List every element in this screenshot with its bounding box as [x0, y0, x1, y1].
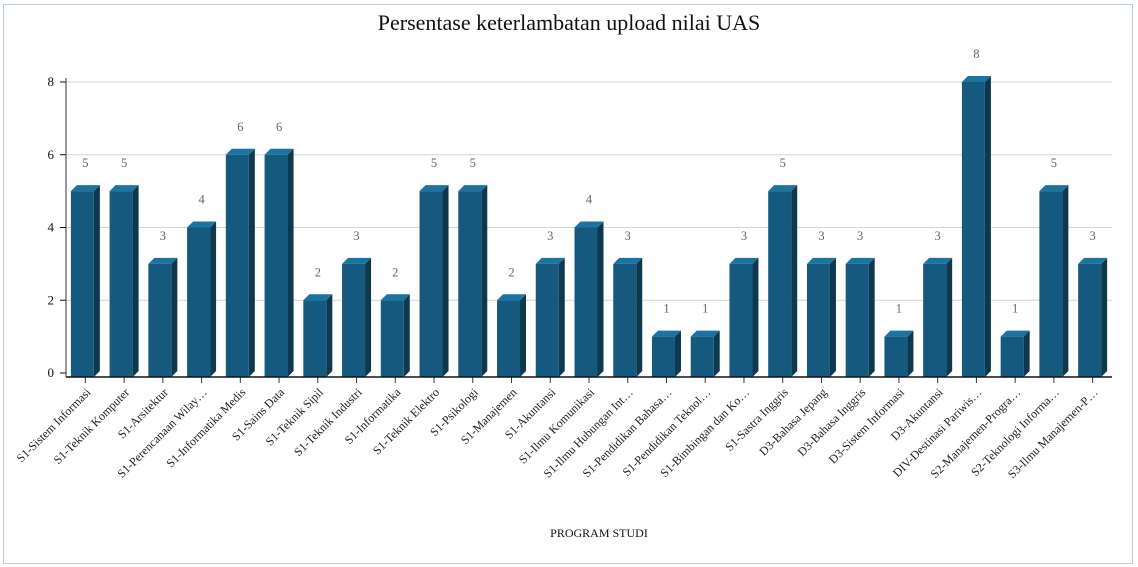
- y-tick-labels: 0 2 4 6 8: [48, 74, 55, 380]
- x-category-label: S1-Teknik Industri: [291, 385, 365, 459]
- y-tick-label: 2: [48, 292, 55, 307]
- y-tick-label: 6: [48, 147, 55, 162]
- bar[interactable]: [1000, 330, 1030, 377]
- bar[interactable]: [574, 221, 604, 378]
- bar[interactable]: [187, 221, 217, 378]
- bar[interactable]: [961, 76, 991, 377]
- bar[interactable]: [690, 330, 720, 377]
- data-label: 1: [663, 302, 669, 316]
- data-labels: 5 5 3 4 6 6 2 3 2 5 5 2 3 4 3 1 1 3 5 3 3 1 3 8 1 5 3: [82, 47, 1096, 316]
- bar[interactable]: [70, 185, 100, 377]
- bar[interactable]: [535, 257, 565, 377]
- data-label: 3: [353, 229, 359, 243]
- data-label: 5: [1051, 156, 1057, 170]
- bar[interactable]: [768, 185, 798, 377]
- bar[interactable]: [729, 257, 759, 377]
- data-label: 3: [741, 229, 747, 243]
- x-category-label: D3-Bahasa Jepang: [756, 385, 829, 458]
- bar[interactable]: [264, 148, 294, 377]
- bar[interactable]: [109, 185, 139, 377]
- bar[interactable]: [613, 257, 643, 377]
- bar[interactable]: [342, 257, 372, 377]
- axes: [60, 78, 1112, 383]
- data-label: 5: [431, 156, 437, 170]
- data-label: 1: [702, 302, 708, 316]
- data-label: 2: [315, 265, 321, 279]
- data-label: 4: [586, 193, 593, 207]
- data-label: 1: [896, 302, 902, 316]
- bars: [70, 76, 1108, 378]
- x-axis-title: PROGRAM STUDI: [550, 526, 648, 540]
- bar[interactable]: [884, 330, 914, 377]
- data-label: 5: [121, 156, 127, 170]
- bar[interactable]: [1039, 185, 1069, 377]
- x-category-label: D3-Bahasa Inggris: [795, 385, 869, 459]
- bar[interactable]: [148, 257, 178, 377]
- bar[interactable]: [225, 148, 255, 377]
- bar[interactable]: [923, 257, 953, 377]
- data-label: 3: [935, 229, 941, 243]
- data-label: 5: [470, 156, 476, 170]
- bar[interactable]: [806, 257, 836, 377]
- y-tick-label: 8: [48, 74, 55, 89]
- chart-title: Persentase keterlambatan upload nilai UA…: [377, 10, 761, 35]
- data-label: 3: [160, 229, 166, 243]
- bar[interactable]: [497, 294, 527, 377]
- data-label: 3: [857, 229, 863, 243]
- y-tick-label: 4: [48, 220, 55, 235]
- bar[interactable]: [419, 185, 449, 377]
- bar[interactable]: [380, 294, 410, 377]
- data-label: 3: [818, 229, 824, 243]
- x-category-label: S1-Teknik Elektro: [370, 385, 442, 457]
- bar[interactable]: [845, 257, 875, 377]
- bar[interactable]: [651, 330, 681, 377]
- data-label: 2: [392, 265, 398, 279]
- bar[interactable]: [458, 185, 488, 377]
- y-tick-label: 0: [48, 365, 55, 380]
- data-label: 3: [547, 229, 553, 243]
- bar[interactable]: [1078, 257, 1108, 377]
- data-label: 3: [625, 229, 631, 243]
- data-label: 6: [237, 120, 243, 134]
- data-label: 5: [82, 156, 88, 170]
- data-label: 3: [1090, 229, 1096, 243]
- bar[interactable]: [303, 294, 333, 377]
- data-label: 1: [1012, 302, 1018, 316]
- data-label: 5: [780, 156, 786, 170]
- data-label: 6: [276, 120, 282, 134]
- data-label: 8: [973, 47, 979, 61]
- data-label: 2: [508, 265, 514, 279]
- data-label: 4: [198, 193, 205, 207]
